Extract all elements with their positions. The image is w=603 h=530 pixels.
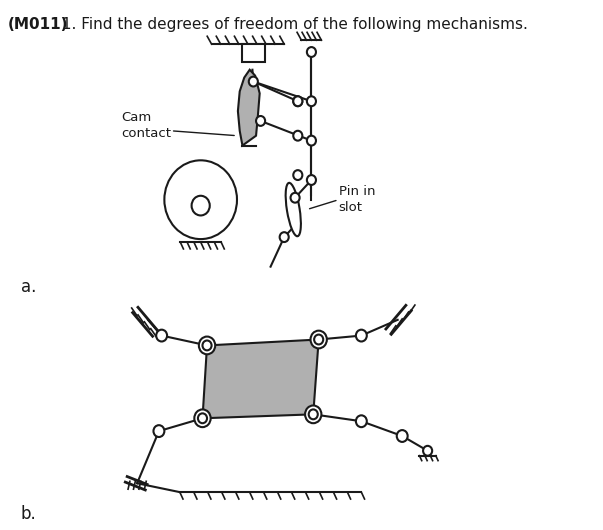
Circle shape (309, 409, 318, 419)
Circle shape (249, 77, 258, 86)
Circle shape (154, 425, 165, 437)
Circle shape (293, 170, 302, 180)
Circle shape (307, 47, 316, 57)
Circle shape (293, 96, 302, 106)
Circle shape (192, 196, 210, 216)
Circle shape (291, 193, 300, 202)
Circle shape (423, 446, 432, 456)
Circle shape (156, 330, 167, 341)
Circle shape (397, 430, 408, 442)
Circle shape (356, 416, 367, 427)
Circle shape (199, 337, 215, 354)
Text: Pin in
slot: Pin in slot (339, 185, 375, 214)
Text: 1. Find the degrees of freedom of the following mechanisms.: 1. Find the degrees of freedom of the fo… (57, 16, 528, 32)
Circle shape (165, 160, 237, 239)
Circle shape (307, 175, 316, 185)
Ellipse shape (286, 183, 301, 236)
Circle shape (307, 136, 316, 146)
Circle shape (198, 413, 207, 423)
Polygon shape (203, 340, 319, 418)
Text: a.: a. (21, 278, 36, 296)
Circle shape (194, 409, 210, 427)
Circle shape (311, 331, 327, 348)
Circle shape (256, 116, 265, 126)
Circle shape (280, 232, 289, 242)
Circle shape (203, 340, 212, 350)
Bar (242, 44, 265, 62)
Circle shape (307, 96, 316, 106)
Text: b.: b. (21, 505, 37, 523)
Polygon shape (238, 70, 260, 146)
Circle shape (293, 96, 302, 106)
Text: Cam
contact: Cam contact (121, 111, 171, 140)
Text: (M011): (M011) (7, 16, 68, 32)
Circle shape (293, 131, 302, 140)
Circle shape (356, 330, 367, 341)
Circle shape (314, 334, 323, 344)
Circle shape (305, 405, 321, 423)
